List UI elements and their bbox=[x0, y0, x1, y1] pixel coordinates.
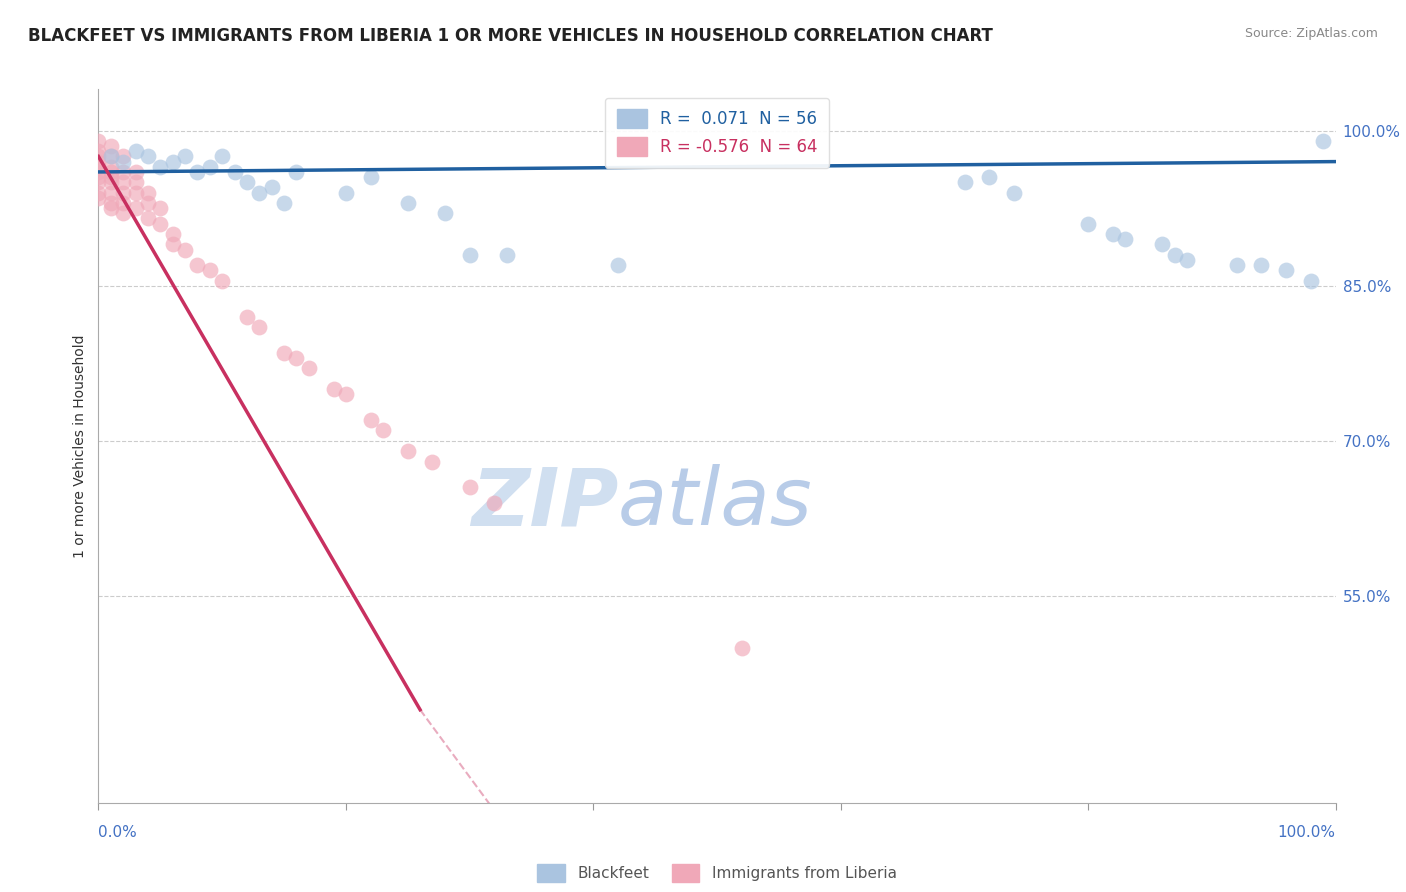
Point bbox=[396, 444, 419, 458]
Point bbox=[360, 170, 382, 185]
Point bbox=[124, 175, 146, 189]
Point bbox=[112, 206, 135, 220]
Point bbox=[87, 170, 110, 185]
Point bbox=[100, 186, 122, 200]
Point bbox=[100, 139, 122, 153]
Point bbox=[124, 186, 146, 200]
Point bbox=[100, 165, 122, 179]
Point bbox=[87, 186, 110, 200]
Point bbox=[285, 351, 308, 365]
Text: BLACKFEET VS IMMIGRANTS FROM LIBERIA 1 OR MORE VEHICLES IN HOUSEHOLD CORRELATION: BLACKFEET VS IMMIGRANTS FROM LIBERIA 1 O… bbox=[28, 27, 993, 45]
Point bbox=[1114, 232, 1136, 246]
Point bbox=[1164, 248, 1187, 262]
Point bbox=[112, 196, 135, 211]
Point bbox=[149, 160, 172, 174]
Point bbox=[100, 149, 122, 163]
Point bbox=[396, 196, 419, 211]
Point bbox=[87, 175, 110, 189]
Point bbox=[149, 201, 172, 215]
Text: 100.0%: 100.0% bbox=[1278, 825, 1336, 840]
Point bbox=[236, 310, 259, 324]
Point bbox=[371, 424, 394, 438]
Point bbox=[149, 217, 172, 231]
Point bbox=[731, 640, 754, 655]
Point bbox=[100, 170, 122, 185]
Point bbox=[458, 248, 481, 262]
Point bbox=[1275, 263, 1298, 277]
Point bbox=[285, 165, 308, 179]
Point bbox=[1299, 273, 1322, 287]
Point bbox=[87, 165, 110, 179]
Point bbox=[247, 320, 270, 334]
Point bbox=[211, 149, 233, 163]
Point bbox=[100, 196, 122, 211]
Point bbox=[198, 263, 221, 277]
Point bbox=[87, 154, 110, 169]
Point bbox=[1102, 227, 1125, 241]
Point bbox=[273, 346, 295, 360]
Point bbox=[136, 186, 159, 200]
Y-axis label: 1 or more Vehicles in Household: 1 or more Vehicles in Household bbox=[73, 334, 87, 558]
Text: Source: ZipAtlas.com: Source: ZipAtlas.com bbox=[1244, 27, 1378, 40]
Point bbox=[87, 191, 110, 205]
Point bbox=[87, 134, 110, 148]
Point bbox=[322, 382, 344, 396]
Point bbox=[260, 180, 283, 194]
Point bbox=[458, 480, 481, 494]
Point bbox=[174, 149, 197, 163]
Point bbox=[1077, 217, 1099, 231]
Point bbox=[953, 175, 976, 189]
Point bbox=[124, 145, 146, 159]
Point bbox=[136, 211, 159, 226]
Point bbox=[335, 186, 357, 200]
Point bbox=[100, 149, 122, 163]
Point bbox=[162, 154, 184, 169]
Point bbox=[211, 273, 233, 287]
Point bbox=[174, 243, 197, 257]
Point bbox=[162, 227, 184, 241]
Point bbox=[607, 258, 630, 272]
Point bbox=[87, 160, 110, 174]
Point bbox=[100, 175, 122, 189]
Point bbox=[124, 201, 146, 215]
Point bbox=[1312, 134, 1334, 148]
Point bbox=[112, 175, 135, 189]
Point bbox=[1152, 237, 1174, 252]
Text: atlas: atlas bbox=[619, 464, 813, 542]
Point bbox=[112, 165, 135, 179]
Point bbox=[112, 154, 135, 169]
Point bbox=[100, 160, 122, 174]
Point bbox=[162, 237, 184, 252]
Legend: Blackfeet, Immigrants from Liberia: Blackfeet, Immigrants from Liberia bbox=[531, 858, 903, 888]
Point bbox=[124, 165, 146, 179]
Point bbox=[87, 149, 110, 163]
Text: 0.0%: 0.0% bbox=[98, 825, 138, 840]
Point bbox=[198, 160, 221, 174]
Point bbox=[335, 387, 357, 401]
Point bbox=[236, 175, 259, 189]
Point bbox=[112, 186, 135, 200]
Point bbox=[186, 165, 208, 179]
Point bbox=[136, 196, 159, 211]
Point bbox=[360, 413, 382, 427]
Point bbox=[186, 258, 208, 272]
Point bbox=[979, 170, 1001, 185]
Point bbox=[1250, 258, 1272, 272]
Point bbox=[422, 454, 444, 468]
Point bbox=[273, 196, 295, 211]
Point bbox=[136, 149, 159, 163]
Point bbox=[87, 145, 110, 159]
Point bbox=[298, 361, 321, 376]
Point bbox=[484, 496, 506, 510]
Point bbox=[224, 165, 246, 179]
Point bbox=[1002, 186, 1025, 200]
Point bbox=[433, 206, 456, 220]
Point bbox=[1175, 252, 1198, 267]
Point bbox=[112, 149, 135, 163]
Text: ZIP: ZIP bbox=[471, 464, 619, 542]
Point bbox=[1226, 258, 1249, 272]
Point bbox=[100, 201, 122, 215]
Point bbox=[495, 248, 517, 262]
Point bbox=[247, 186, 270, 200]
